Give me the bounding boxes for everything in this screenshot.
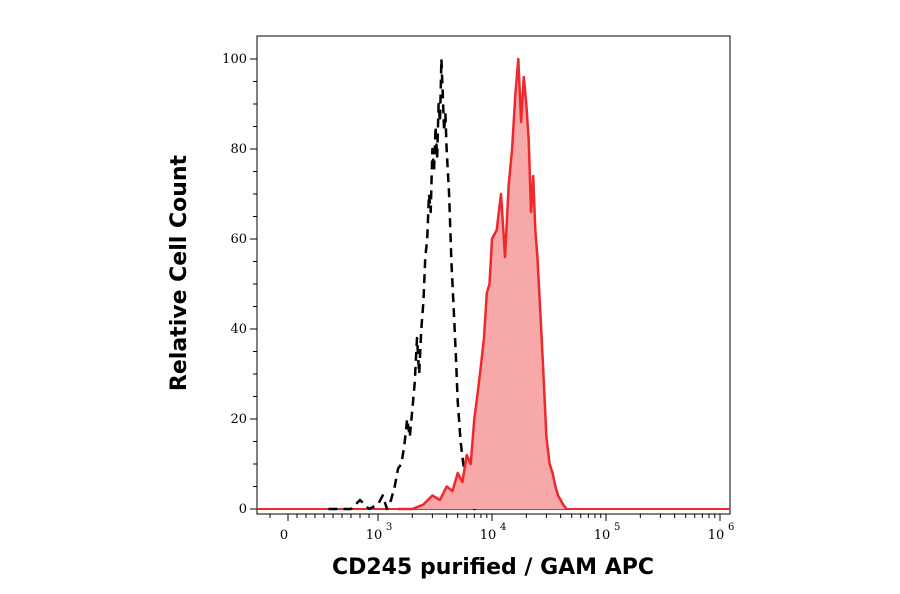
x-tick-exponent: 5 xyxy=(614,522,620,533)
x-tick-label: 0 xyxy=(280,528,288,543)
x-tick-label: 10 xyxy=(708,528,725,543)
y-axis-title: Relative Cell Count xyxy=(167,154,192,391)
chart-marks xyxy=(257,57,730,511)
y-tick-label: 20 xyxy=(230,412,247,427)
y-tick-label: 60 xyxy=(230,232,247,247)
series-1-line xyxy=(398,57,568,511)
series-0-line xyxy=(328,57,481,511)
plot-frame xyxy=(256,35,731,515)
x-tick-label: 10 xyxy=(480,528,497,543)
x-tick-exponent: 4 xyxy=(500,522,506,533)
x-tick-label: 10 xyxy=(594,528,611,543)
series-1-fill xyxy=(398,59,567,509)
x-axis-title: CD245 purified / GAM APC xyxy=(332,555,654,580)
y-tick-label: 80 xyxy=(230,142,247,157)
y-tick-label: 0 xyxy=(239,502,247,517)
y-tick-label: 40 xyxy=(230,322,247,337)
x-tick-exponent: 3 xyxy=(386,522,392,533)
x-tick-label: 10 xyxy=(366,528,383,543)
y-tick-label: 100 xyxy=(222,52,247,67)
x-tick-exponent: 6 xyxy=(728,522,734,533)
